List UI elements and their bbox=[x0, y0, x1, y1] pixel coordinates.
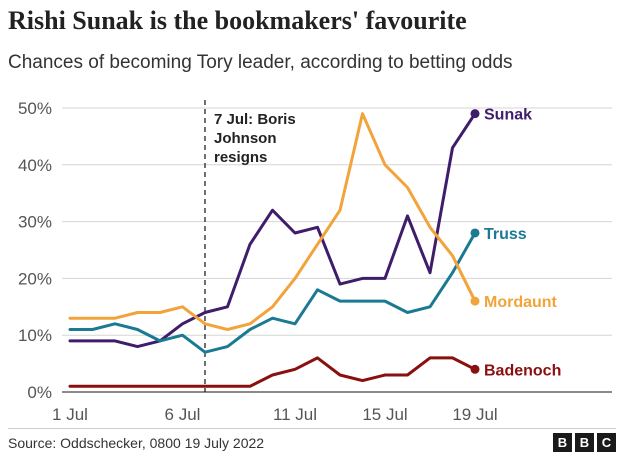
y-tick-label: 10% bbox=[18, 326, 52, 345]
logo-letter: C bbox=[597, 433, 616, 452]
y-tick-label: 40% bbox=[18, 156, 52, 175]
y-tick-label: 30% bbox=[18, 213, 52, 232]
x-tick-label: 1 Jul bbox=[52, 405, 88, 424]
series-end-point bbox=[470, 228, 480, 238]
logo-letter: B bbox=[575, 433, 594, 452]
series-end-point bbox=[470, 364, 480, 374]
series-label-badenoch: Badenoch bbox=[484, 362, 561, 379]
chart-title: Rishi Sunak is the bookmakers' favourite bbox=[8, 6, 467, 35]
line-chart: 7 Jul: Boris Johnson resigns 0% 10% 20% 30% 40… bbox=[18, 99, 612, 424]
footer-divider bbox=[8, 428, 616, 429]
chart-subtitle: Chances of becoming Tory leader, accordi… bbox=[8, 52, 513, 73]
gridlines bbox=[62, 107, 612, 393]
logo-letter: B bbox=[553, 433, 572, 452]
series-label-sunak: Sunak bbox=[484, 107, 532, 124]
series-labels: Sunak Truss Mordaunt Badenoch bbox=[484, 107, 561, 380]
bbc-logo: B B C bbox=[553, 433, 616, 452]
y-tick-label: 0% bbox=[27, 383, 52, 402]
annotation-group: 7 Jul: Boris Johnson resigns bbox=[204, 100, 296, 392]
series-label-mordaunt: Mordaunt bbox=[484, 294, 558, 311]
y-tick-label: 20% bbox=[18, 269, 52, 288]
x-tick-label: 6 Jul bbox=[165, 405, 201, 424]
x-tick-label: 19 Jul bbox=[452, 405, 497, 424]
series-lines bbox=[68, 109, 480, 388]
y-axis-labels: 0% 10% 20% 30% 40% 50% bbox=[18, 99, 52, 402]
series-line-badenoch bbox=[68, 356, 477, 388]
annotation-text: Johnson bbox=[214, 130, 277, 147]
annotation-text: 7 Jul: Boris bbox=[214, 111, 296, 128]
y-tick-label: 50% bbox=[18, 99, 52, 118]
x-tick-label: 11 Jul bbox=[273, 405, 317, 424]
source-note: Source: Oddschecker, 0800 19 July 2022 bbox=[8, 435, 265, 451]
x-axis-labels: 1 Jul 6 Jul 11 Jul 15 Jul 19 Jul bbox=[52, 405, 498, 424]
x-tick-label: 15 Jul bbox=[362, 405, 407, 424]
series-end-point bbox=[470, 296, 480, 306]
series-label-truss: Truss bbox=[484, 226, 527, 243]
series-line-sunak bbox=[68, 112, 477, 349]
series-line-truss bbox=[68, 231, 477, 354]
annotation-text: resigns bbox=[214, 149, 267, 166]
series-end-point bbox=[470, 109, 480, 119]
series-line-mordaunt bbox=[68, 112, 477, 331]
